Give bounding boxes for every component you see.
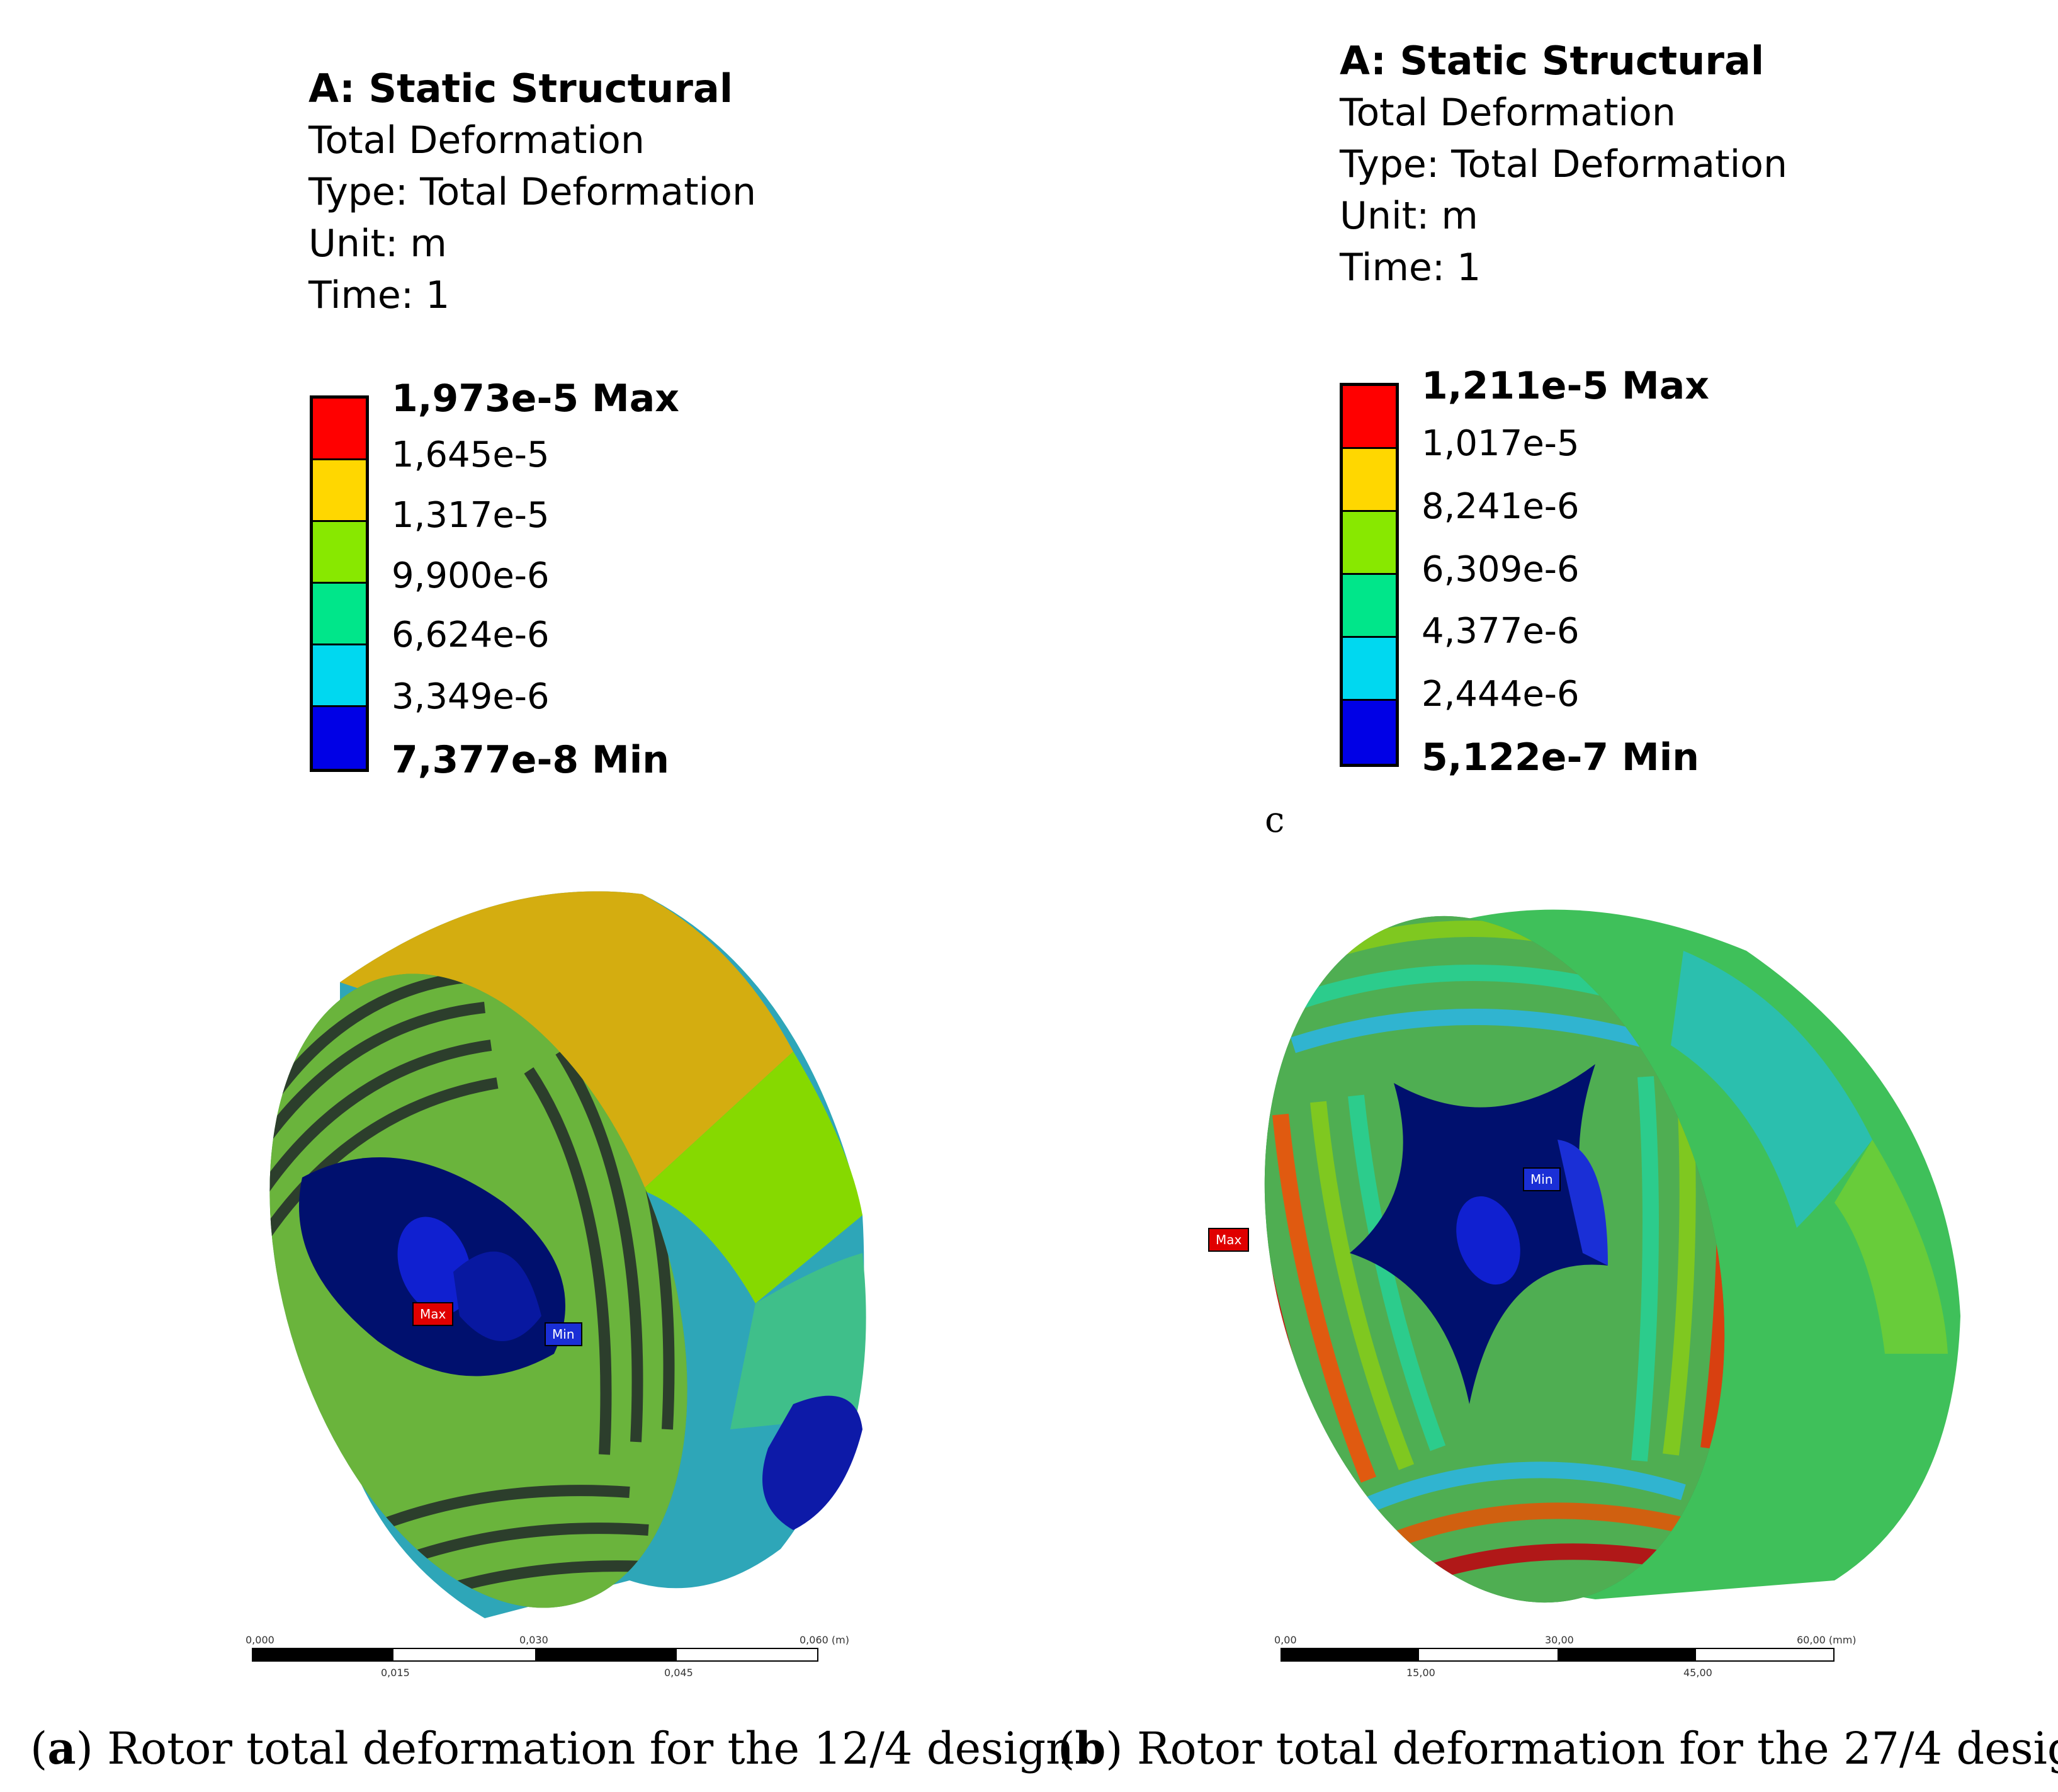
legend-band xyxy=(313,584,366,645)
caption-letter: b xyxy=(1075,1722,1106,1774)
legend-level: 3,349e-6 xyxy=(392,676,550,717)
panel-a: A: Static Structural Total Deformation T… xyxy=(30,63,1074,1774)
caption-letter: a xyxy=(47,1722,76,1774)
legend-level: 1,317e-5 xyxy=(392,495,550,536)
info-block-a: A: Static Structural Total Deformation T… xyxy=(308,63,756,321)
rotor-model-b xyxy=(1205,875,1960,1612)
scale-tick: 0,045 xyxy=(664,1667,693,1679)
info-line: Unit: m xyxy=(308,222,447,266)
legend-band xyxy=(1343,575,1396,638)
scale-tick: 0,00 xyxy=(1274,1634,1297,1646)
legend-band xyxy=(313,645,366,707)
scale-segment xyxy=(535,1648,677,1662)
legend-band xyxy=(1343,449,1396,512)
legend-level: 1,645e-5 xyxy=(392,434,550,475)
scale-bar-b: 0,00 30,00 60,00 (mm) 15,00 45,00 xyxy=(1274,1634,1857,1684)
scale-tick: 0,015 xyxy=(381,1667,410,1679)
legend-band xyxy=(1343,386,1396,449)
legend-min-label: 5,122e-7 Min xyxy=(1422,735,1700,780)
legend-level: 2,444e-6 xyxy=(1422,674,1580,715)
info-block-b: A: Static Structural Total Deformation T… xyxy=(1340,35,1787,293)
scale-tick: 60,00 (mm) xyxy=(1797,1634,1857,1646)
legend-bar xyxy=(310,395,369,772)
legend-band xyxy=(1343,512,1396,575)
legend-max-label: 1,973e-5 Max xyxy=(392,377,679,421)
info-line: Total Deformation xyxy=(1340,91,1676,135)
legend-bar xyxy=(1340,383,1399,767)
legend-level: 1,017e-5 xyxy=(1422,423,1580,464)
panel-b: A: Static Structural Total Deformation T… xyxy=(1029,0,2058,1792)
info-line: Time: 1 xyxy=(308,273,450,317)
legend-level: 6,309e-6 xyxy=(1422,549,1580,590)
max-probe-tag: Max xyxy=(412,1302,454,1326)
scale-tick: 0,000 xyxy=(246,1634,274,1646)
caption-text: Rotor total deformation for the 12/4 des… xyxy=(107,1723,1075,1774)
scale-segment xyxy=(1558,1648,1696,1662)
legend-level: 9,900e-6 xyxy=(392,555,550,596)
legend-band xyxy=(1343,638,1396,701)
info-line: Time: 1 xyxy=(1340,246,1481,290)
legend-band xyxy=(313,460,366,522)
analysis-header: A: Static Structural xyxy=(1340,38,1765,84)
caption-text: Rotor total deformation for the 27/4 des… xyxy=(1136,1723,2058,1774)
info-line: Unit: m xyxy=(1340,194,1478,238)
min-probe-tag: Min xyxy=(1523,1167,1561,1191)
scale-segment xyxy=(252,1648,393,1662)
legend-level: 4,377e-6 xyxy=(1422,611,1580,652)
info-line: Total Deformation xyxy=(308,118,645,162)
caption-a: (a) Rotor total deformation for the 12/4… xyxy=(30,1722,1075,1774)
legend-band xyxy=(313,707,366,769)
scale-segment xyxy=(1281,1648,1419,1662)
legend-band xyxy=(313,522,366,584)
analysis-header: A: Static Structural xyxy=(308,65,733,111)
max-probe-tag: Max xyxy=(1208,1228,1250,1252)
caption-b: (b) Rotor total deformation for the 27/4… xyxy=(1058,1722,2058,1774)
legend-level: 8,241e-6 xyxy=(1422,486,1580,527)
legend-max-label: 1,211e-5 Max xyxy=(1422,364,1709,408)
stray-label: c xyxy=(1265,800,1285,841)
scale-tick: 30,00 xyxy=(1545,1634,1574,1646)
legend-min-label: 7,377e-8 Min xyxy=(392,738,670,782)
legend-band xyxy=(1343,701,1396,764)
scale-tick: 0,030 xyxy=(519,1634,548,1646)
min-probe-tag: Min xyxy=(545,1322,582,1346)
info-line: Type: Total Deformation xyxy=(308,170,757,214)
legend-level: 6,624e-6 xyxy=(392,615,550,655)
info-line: Type: Total Deformation xyxy=(1340,142,1788,186)
scale-tick: 45,00 xyxy=(1683,1667,1712,1679)
scale-bar-a: 0,000 0,030 0,060 (m) 0,015 0,045 xyxy=(246,1634,849,1684)
scale-tick: 0,060 (m) xyxy=(800,1634,849,1646)
legend-band xyxy=(313,399,366,460)
scale-tick: 15,00 xyxy=(1406,1667,1435,1679)
rotor-model-a xyxy=(195,891,866,1618)
